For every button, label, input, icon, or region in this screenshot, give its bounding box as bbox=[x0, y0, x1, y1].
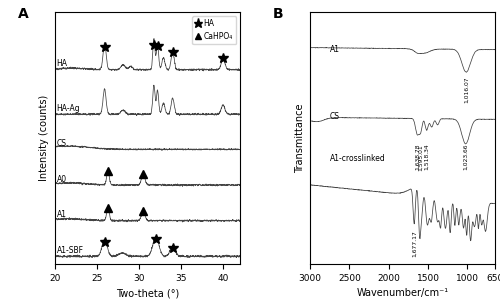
Text: HA: HA bbox=[56, 59, 68, 68]
Text: 1,677.17: 1,677.17 bbox=[412, 230, 416, 257]
Text: A1: A1 bbox=[330, 45, 340, 54]
Text: HA-Ag: HA-Ag bbox=[56, 103, 80, 113]
Text: CS: CS bbox=[56, 139, 66, 148]
Text: A1-crosslinked: A1-crosslinked bbox=[330, 154, 386, 163]
Text: A1-SBF: A1-SBF bbox=[56, 246, 84, 255]
Text: 1,016.07: 1,016.07 bbox=[464, 76, 468, 103]
Y-axis label: Transmittance: Transmittance bbox=[294, 103, 304, 173]
Legend: HA, CaHPO₄: HA, CaHPO₄ bbox=[192, 16, 236, 44]
Text: 1,023.66: 1,023.66 bbox=[463, 144, 468, 170]
Text: A1: A1 bbox=[56, 211, 66, 220]
Text: 1,518.34: 1,518.34 bbox=[424, 144, 429, 170]
X-axis label: Wavenumber/cm⁻¹: Wavenumber/cm⁻¹ bbox=[356, 288, 448, 298]
Text: A0: A0 bbox=[56, 175, 67, 184]
X-axis label: Two-theta (°): Two-theta (°) bbox=[116, 288, 179, 298]
Text: A: A bbox=[18, 7, 29, 21]
Text: 1,595.01: 1,595.01 bbox=[418, 144, 423, 170]
Text: B: B bbox=[273, 7, 284, 21]
Text: 1,638.78: 1,638.78 bbox=[414, 144, 420, 170]
Text: CS: CS bbox=[330, 112, 340, 121]
Y-axis label: Intensity (counts): Intensity (counts) bbox=[40, 95, 50, 181]
